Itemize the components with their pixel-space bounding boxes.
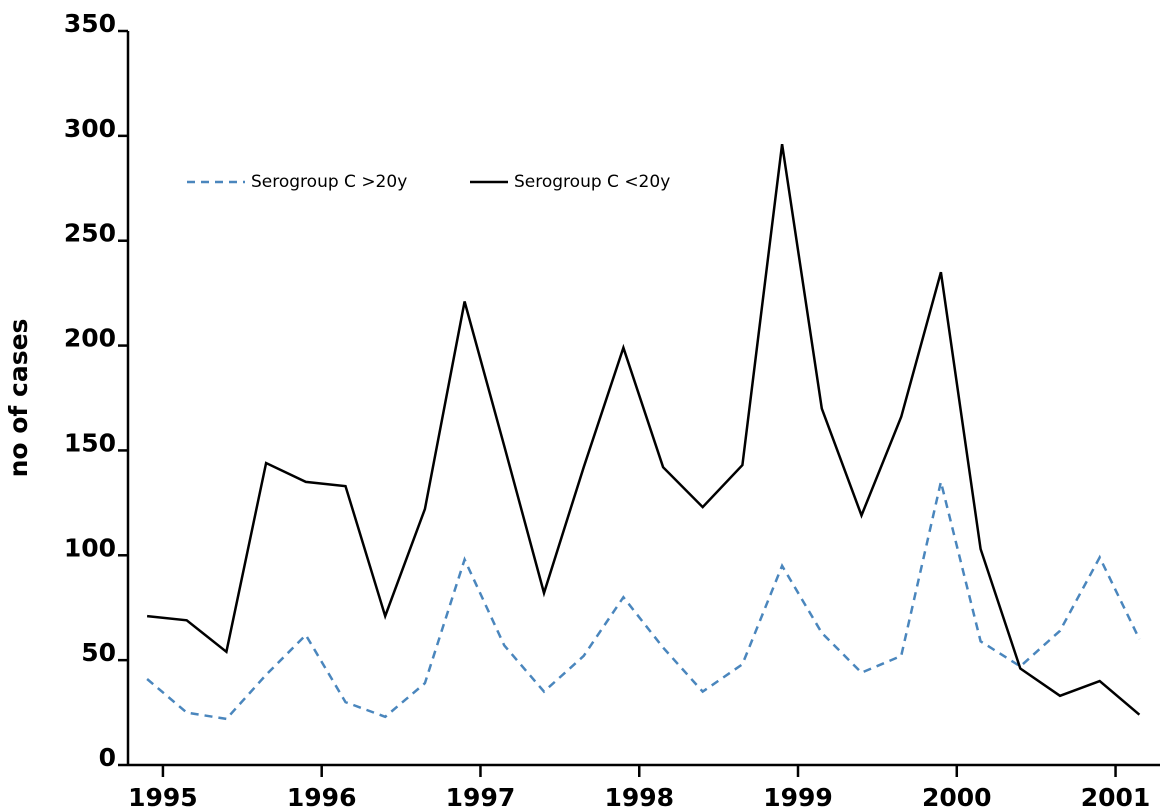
y-tick-label: 100 [64, 533, 116, 562]
legend-label: Serogroup C <20y [514, 172, 670, 192]
x-tick-label: 1995 [128, 783, 198, 812]
x-tick-label: 1997 [446, 783, 516, 812]
x-tick-label: 2001 [1081, 783, 1151, 812]
y-tick-label: 300 [64, 114, 116, 143]
y-tick-label: 350 [64, 9, 116, 38]
y-tick-label: 50 [81, 638, 116, 667]
y-axis-label: no of cases [4, 319, 33, 478]
y-tick-label: 200 [64, 324, 116, 353]
series-line [146, 144, 1141, 716]
series-line [146, 481, 1141, 721]
x-tick-label: 1999 [763, 783, 833, 812]
x-tick-label: 2000 [922, 783, 992, 812]
legend-label: Serogroup C >20y [251, 172, 407, 192]
x-tick-label: 1996 [287, 783, 357, 812]
x-tick-label: 1998 [604, 783, 674, 812]
y-tick-label: 150 [64, 428, 116, 457]
y-tick-label: 250 [64, 219, 116, 248]
y-tick-label: 0 [99, 743, 116, 772]
